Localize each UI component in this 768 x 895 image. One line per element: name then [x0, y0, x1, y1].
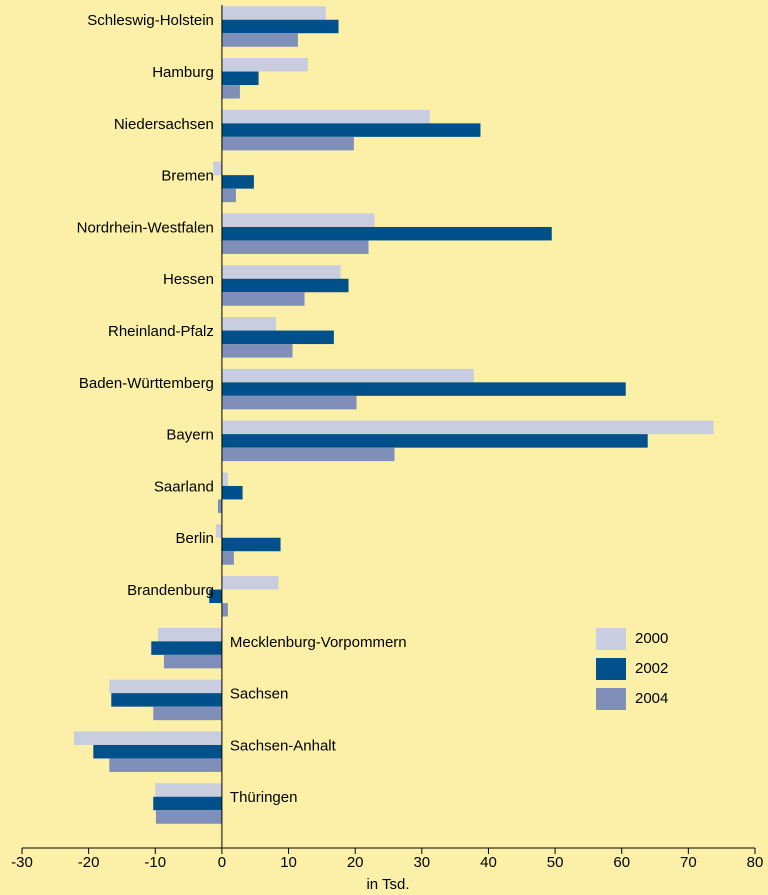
legend-label: 2004 — [635, 690, 668, 707]
bar — [109, 679, 222, 694]
bar — [151, 641, 222, 655]
y-tick-label: Nordrhein-Westfalen — [77, 219, 214, 236]
bar — [93, 744, 222, 759]
bar — [163, 654, 222, 669]
y-tick-label: Saarland — [154, 478, 214, 495]
legend-label: 2000 — [635, 630, 668, 647]
x-tick-label: 0 — [218, 854, 226, 871]
x-tick-label: -10 — [144, 854, 166, 871]
bar — [221, 447, 395, 462]
bar — [221, 330, 334, 345]
bar — [213, 161, 222, 176]
bar — [221, 85, 240, 99]
y-tick-label: Baden-Württemberg — [79, 375, 214, 392]
y-tick-label: Schleswig-Holstein — [87, 12, 214, 29]
bar — [73, 731, 222, 745]
bar — [109, 758, 222, 772]
y-tick-label: Bayern — [166, 427, 214, 444]
bar — [221, 472, 228, 486]
bar — [221, 278, 349, 293]
bar — [153, 706, 222, 721]
bar — [153, 796, 222, 811]
bar — [221, 382, 626, 396]
bar — [221, 109, 430, 124]
bar — [221, 395, 357, 410]
bar — [215, 524, 222, 538]
y-tick-label: Sachsen-Anhalt — [230, 737, 337, 754]
x-tick-label: 70 — [680, 854, 697, 871]
y-tick-label: Bremen — [161, 168, 214, 185]
bar — [221, 71, 259, 86]
x-tick-label: -30 — [11, 854, 33, 871]
x-tick-label: -20 — [78, 854, 100, 871]
y-tick-label: Berlin — [176, 530, 214, 547]
bar — [221, 6, 326, 20]
bar — [221, 136, 354, 151]
y-tick-label: Niedersachsen — [114, 116, 214, 133]
bar — [221, 226, 552, 241]
legend-swatch — [596, 628, 626, 650]
bar — [221, 485, 243, 500]
bar — [221, 603, 228, 617]
bar — [111, 693, 222, 707]
bar — [221, 33, 298, 47]
bar — [221, 368, 474, 383]
bar — [221, 292, 305, 306]
bar — [221, 317, 276, 331]
x-tick-label: 20 — [347, 854, 364, 871]
y-tick-label: Sachsen — [230, 686, 288, 703]
bar — [221, 175, 254, 189]
bar — [155, 783, 222, 797]
x-tick-label: 30 — [413, 854, 430, 871]
bar — [209, 589, 222, 604]
x-tick-label: 40 — [480, 854, 497, 871]
legend-swatch — [596, 658, 626, 680]
bar — [217, 499, 222, 513]
bar — [155, 810, 222, 824]
bar — [221, 213, 375, 227]
y-tick-label: Brandenburg — [127, 582, 214, 599]
x-tick-label: 80 — [747, 854, 764, 871]
y-tick-label: Rheinland-Pfalz — [108, 323, 214, 340]
x-axis-label: in Tsd. — [366, 876, 409, 893]
bar — [221, 123, 481, 137]
x-tick-label: 50 — [547, 854, 564, 871]
bar — [221, 58, 308, 72]
legend-label: 2002 — [635, 660, 668, 677]
bar — [221, 265, 341, 279]
y-tick-label: Thüringen — [230, 789, 298, 806]
bar — [221, 537, 281, 552]
bar — [221, 19, 339, 34]
bar — [221, 344, 293, 358]
bar — [221, 576, 279, 590]
x-tick-label: 60 — [613, 854, 630, 871]
y-tick-label: Hamburg — [152, 64, 214, 81]
bar — [221, 240, 369, 254]
x-tick-label: 10 — [280, 854, 297, 871]
y-tick-label: Mecklenburg-Vorpommern — [230, 634, 407, 651]
bar — [221, 188, 236, 203]
legend-swatch — [596, 688, 626, 710]
bar — [157, 627, 222, 642]
y-tick-label: Hessen — [163, 271, 214, 288]
bar — [221, 420, 714, 435]
bar — [221, 551, 234, 565]
bar — [221, 434, 648, 448]
